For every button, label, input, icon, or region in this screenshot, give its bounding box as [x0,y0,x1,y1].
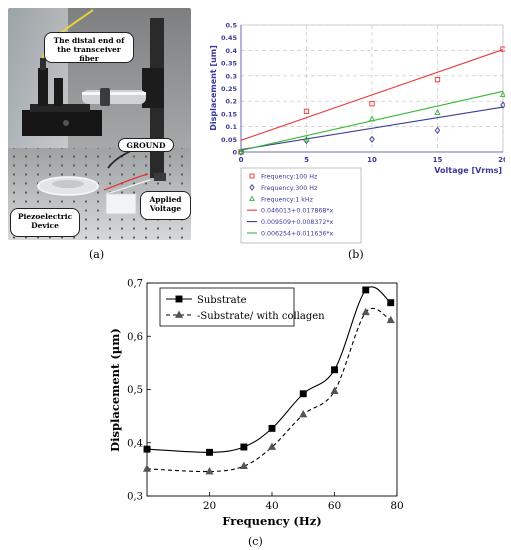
x-tick-label: 20 [203,500,216,512]
y-tick-label: 0.1 [225,123,237,131]
y-tick-label: 0 [232,149,237,157]
data-point [143,445,151,453]
data-point [369,135,375,143]
data-point [205,466,214,475]
data-point [330,386,339,394]
y-tick-label: 0,4 [127,438,143,449]
panel-a-letter: (a) [89,248,105,261]
data-point [299,390,307,398]
legend-swatch [249,173,255,179]
data-point [303,108,310,115]
x-tick-label: 15 [433,156,443,164]
legend-box-freq [159,287,295,327]
legend-label: Frequency:300 Hz [261,185,318,192]
y-tick-label: 0,7 [127,279,143,290]
legend-label: 0.006254+0.011636*x [261,231,334,238]
legend-swatch-marker [174,310,184,318]
data-point [239,461,248,470]
fit-line [240,106,504,151]
legend-label: 0.046013+0.017868*x [261,208,334,215]
legend-label: 0.009509+0.008372*x [261,219,334,226]
legend-label: Substrate [197,295,247,306]
series-curve [146,307,392,473]
legend-box [240,167,362,244]
x-axis-label: Voltage [Vrms] [434,166,502,175]
panel-c-letter: (c) [248,535,263,548]
x-axis-label-freq: Frequency (Hz) [222,514,321,528]
data-point [267,442,277,450]
data-point [434,76,441,83]
y-axis-label: Displacement [um] [209,45,218,131]
y-tick-label: 0.35 [221,60,238,68]
label-fiber-end: The distal end of the transceiver fiber [44,32,134,63]
legend-swatch-marker [175,295,183,303]
data-point [240,443,248,451]
photo-setup: The distal end of the transceiver fiber … [8,8,191,240]
data-point [268,424,276,432]
data-point [434,109,441,115]
panel-b-letter: (b) [348,248,364,261]
x-tick-label: 5 [304,156,309,164]
data-point [434,126,441,135]
y-tick-label: 0,6 [127,332,143,343]
data-point [331,366,338,374]
data-point [386,315,395,324]
chart-displacement-frequency: 20 40 60 80 0,30,40,50,60,7 Frequency (Hz) … [108,279,404,529]
legend-swatch [249,195,255,201]
label-piezo-device: Piezoelectric Device [10,208,80,237]
data-point [361,307,370,316]
data-point [238,148,244,156]
x-tick-label: 20 [498,156,505,164]
fit-line [240,49,504,141]
x-tick-label: 0 [239,156,244,164]
data-point [368,115,376,122]
y-tick-label: 0.25 [221,85,238,93]
data-point [303,135,310,142]
data-point [387,299,395,307]
y-tick-label: 0.05 [221,136,238,144]
data-point [142,464,152,472]
data-point [369,101,375,107]
label-applied-voltage: Applied Voltage [140,191,191,220]
legend-label: Frequency:1 kHz [261,196,314,203]
data-point [206,448,213,456]
x-tick-label: 10 [367,156,377,164]
data-point [499,91,505,98]
y-tick-label: 0,5 [127,385,143,396]
y-tick-label: 0.4 [225,47,237,55]
legend-swatch [249,184,255,191]
y-axis-label-displacement: Displacement (µm) [108,328,122,452]
chart-displacement-voltage: 0 5 10 15 20 0 0.05 0.1 0.15 0.2 0.25 0.3 0.35 0.4 0.… [209,22,505,244]
x-tick-label: 60 [328,500,341,512]
y-tick-label: 0.5 [225,22,237,30]
x-tick-label: 80 [390,500,403,512]
label-ground: GROUND [118,138,174,152]
y-tick-label: 0.15 [221,110,238,118]
data-point [500,101,505,109]
y-tick-label: 0.45 [221,34,238,42]
legend-label: -Substrate/ with collagen [197,311,325,322]
y-tick-label: 0,3 [127,492,143,503]
data-point [500,46,505,52]
data-point [299,409,308,418]
data-point [362,286,370,294]
y-tick-label: 0.2 [225,98,237,106]
y-tick-label: 0.3 [225,72,237,80]
legend-label: Frequency:100 Hz [261,174,318,181]
x-tick-label: 40 [265,500,278,512]
data-point [237,148,245,155]
series-curve [146,286,392,453]
